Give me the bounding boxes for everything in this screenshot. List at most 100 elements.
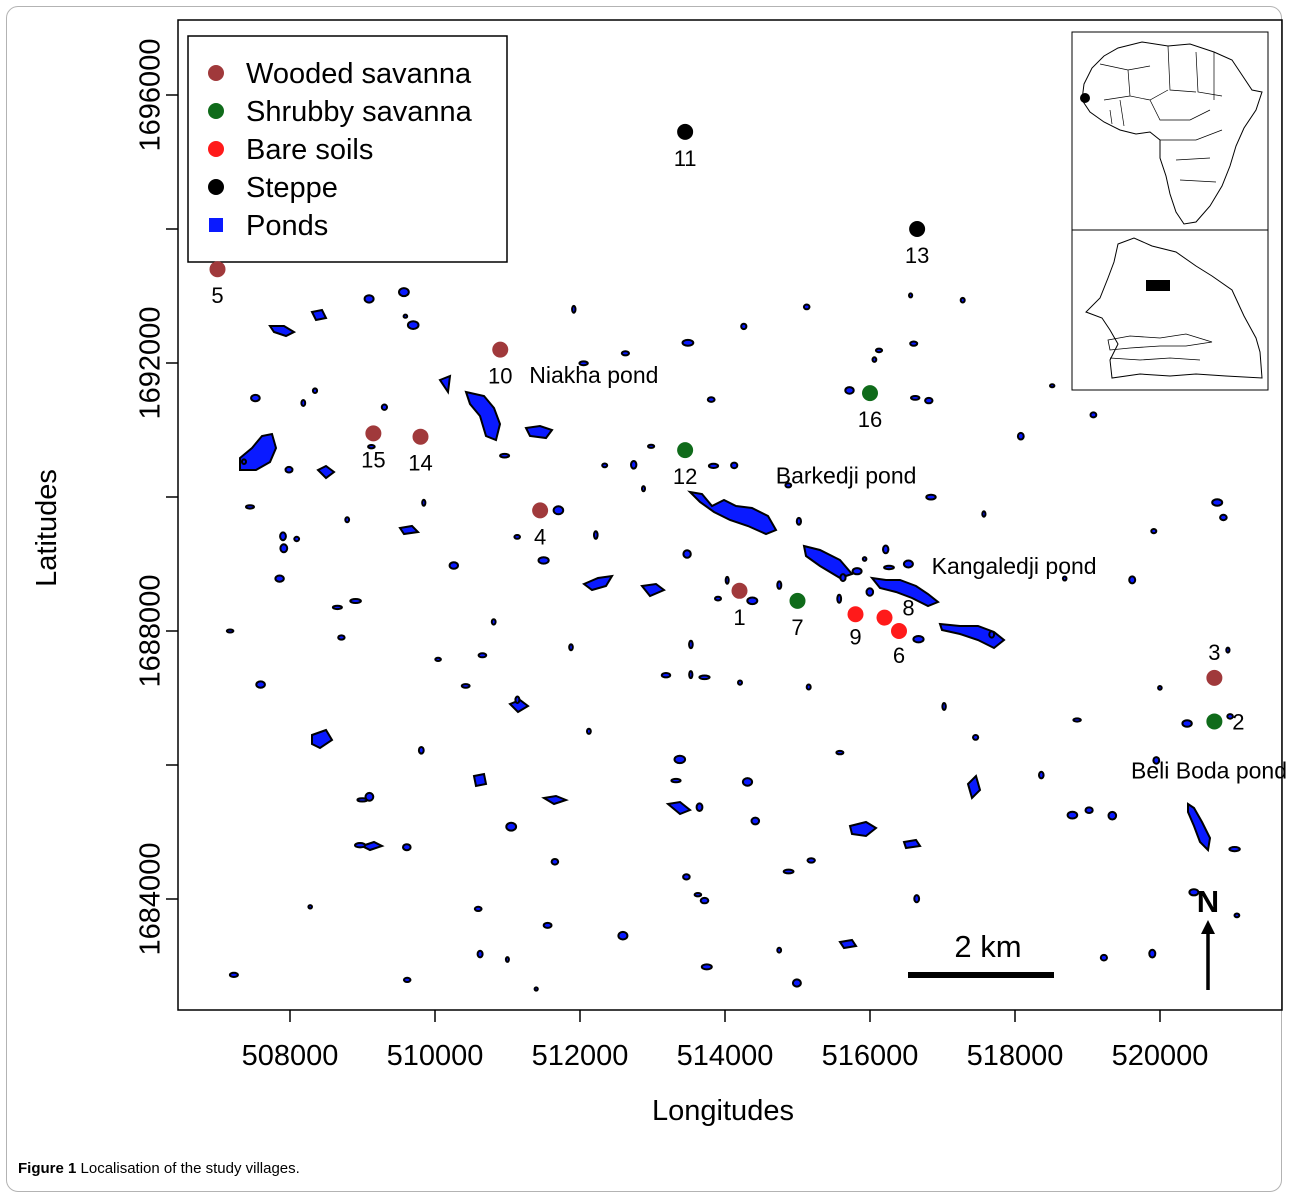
legend: Wooded savanna Shrubby savanna Bare soils S…: [187, 35, 508, 263]
pond-shape: [1148, 948, 1157, 959]
pond-shape: [245, 504, 255, 510]
pond-shape: [398, 524, 421, 536]
pond-shape: [630, 460, 638, 470]
pond-shape: [1066, 810, 1079, 820]
inset-senegal-frame: [1071, 229, 1269, 391]
pond-shape: [682, 549, 692, 559]
pond-shape: [1049, 383, 1056, 389]
pond-shape: [402, 843, 412, 852]
pond-shape: [851, 567, 863, 576]
gambia-outline: [1107, 333, 1213, 361]
pond-shape: [972, 734, 980, 741]
village-label-10: 10: [488, 364, 512, 389]
village-label-16: 16: [858, 407, 882, 432]
pond-shape: [848, 820, 878, 838]
village-marker-2: [1206, 713, 1223, 730]
pond-shape: [740, 322, 748, 331]
legend-marker: [208, 179, 224, 195]
pond-shape: [505, 821, 518, 832]
village-label-11: 11: [674, 146, 697, 171]
pond-shape: [795, 516, 803, 526]
pond-shape: [250, 393, 261, 403]
pond-shape: [1211, 498, 1224, 507]
pond-shape: [913, 894, 921, 904]
pond-shape: [1089, 411, 1098, 419]
study-area-senegal-marker: [1146, 280, 1170, 291]
pond-shape: [241, 458, 247, 466]
village-label-13: 13: [905, 243, 929, 268]
pond-shape: [835, 749, 845, 756]
legend-label: Bare soils: [246, 134, 373, 166]
pond-shape: [398, 287, 410, 298]
pond-shape: [274, 574, 285, 583]
village-label-14: 14: [408, 451, 432, 476]
village-label-7: 7: [791, 615, 803, 640]
pond-shape: [925, 493, 937, 501]
inset-maps: [1071, 31, 1269, 391]
legend-label: Steppe: [246, 172, 338, 204]
village-label-12: 12: [673, 464, 697, 489]
pond-shape: [524, 424, 554, 440]
pond-shape: [421, 498, 427, 507]
pond-shape: [730, 461, 739, 470]
pond-shape: [476, 949, 484, 959]
pond-shape: [541, 794, 569, 806]
pond-label: Kangaledji pond: [932, 553, 1097, 579]
village-label-5: 5: [211, 283, 223, 308]
pond-shape: [791, 978, 802, 988]
pond-shape: [293, 535, 301, 543]
pond-shape: [871, 356, 878, 363]
pond-shape: [688, 639, 694, 650]
pond-shape: [472, 772, 488, 788]
pond-shape: [504, 956, 510, 963]
pond-shape: [601, 462, 609, 469]
north-arrow-head: [1201, 920, 1215, 934]
inset-africa-frame: [1071, 31, 1269, 231]
pond-shape: [1228, 846, 1241, 853]
pond-shape: [550, 858, 560, 866]
pond-shape: [239, 432, 278, 471]
pond-shape: [959, 296, 966, 304]
pond-shape: [682, 873, 691, 881]
pond-shape: [746, 596, 759, 606]
pond-shape: [402, 313, 409, 319]
pond-shape: [225, 628, 235, 634]
pond-shape: [1188, 888, 1200, 897]
village-label-4: 4: [534, 524, 546, 549]
pond-shape: [695, 802, 704, 813]
pond-shape: [402, 976, 412, 984]
pond-shape: [255, 680, 266, 689]
pond-shape: [490, 618, 497, 626]
pond-shape: [941, 702, 947, 711]
pond-shape: [477, 652, 488, 659]
pond-shape: [571, 304, 577, 314]
pond-shape: [912, 635, 925, 644]
pond-shape: [988, 630, 996, 639]
pond-shape: [839, 573, 847, 583]
pond-shape: [417, 746, 425, 755]
pond-shape: [1038, 770, 1045, 780]
pond-shape: [741, 777, 754, 787]
x-tick-label: 518000: [967, 1040, 1064, 1072]
pond-shape: [464, 390, 502, 442]
north-arrow-label: N: [1197, 884, 1219, 919]
pond-shape: [707, 462, 720, 469]
legend-box: [187, 35, 508, 263]
pond-shape: [1226, 713, 1234, 720]
pond-shape: [1150, 528, 1158, 535]
pond-shape: [1157, 685, 1163, 691]
pond-shape: [805, 683, 812, 691]
village-marker-12: [677, 442, 694, 459]
pond-shape: [750, 816, 761, 826]
pond-shape: [869, 576, 940, 608]
pond-shape: [1225, 646, 1231, 654]
village-label-9: 9: [849, 624, 861, 649]
legend-marker: [208, 141, 224, 157]
pond-shape: [279, 531, 287, 542]
scale-bar: 2 km: [908, 929, 1054, 978]
pond-shape: [910, 395, 921, 401]
pond-shape: [640, 582, 666, 598]
pond-shape: [354, 842, 367, 849]
village-marker-16: [862, 385, 878, 402]
village-marker-9: [847, 606, 864, 623]
